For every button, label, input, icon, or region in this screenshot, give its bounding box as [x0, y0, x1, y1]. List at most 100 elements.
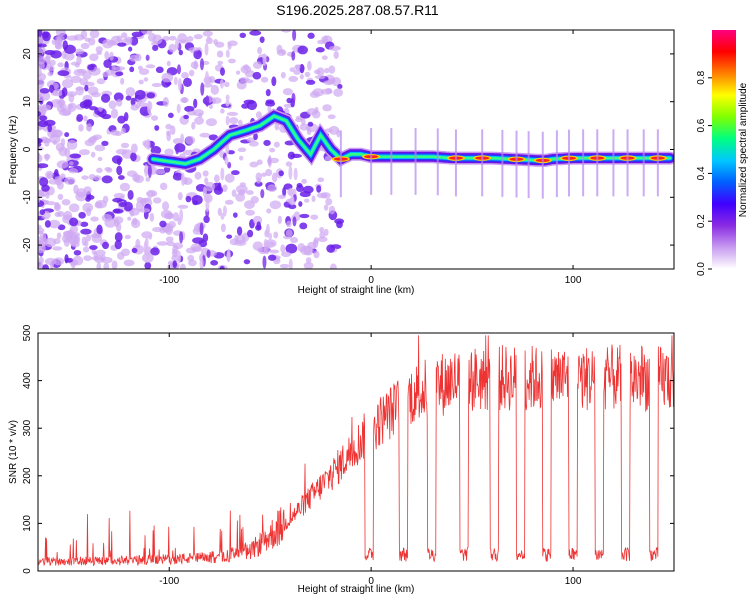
spectrogram-noise-blob — [113, 66, 126, 71]
spectrogram-noise-blob — [229, 238, 239, 246]
spectrogram-noise-blob — [183, 114, 189, 120]
spectrogram-noise-blob — [278, 170, 284, 177]
spectrogram-noise-blob — [109, 51, 114, 61]
spectrogram-noise-blob — [110, 35, 121, 46]
spectrogram-noise-blob — [69, 225, 79, 234]
spectrogram-streak — [225, 115, 230, 126]
spectrogram-streak — [177, 250, 182, 264]
spectrogram-noise-blob — [80, 221, 89, 227]
spectrogram-noise-blob — [82, 246, 90, 253]
spectrogram-noise-blob — [102, 71, 109, 78]
spectrogram-noise-blob — [238, 119, 243, 127]
spectrogram-noise-blob — [73, 184, 79, 195]
spectrogram-noise-blob — [116, 165, 123, 176]
spectrogram-noise-blob — [118, 202, 127, 208]
spectrogram-noise-blob — [304, 71, 311, 78]
spectrogram-noise-blob — [319, 231, 326, 239]
spectrogram-noise-blob — [249, 161, 259, 168]
spectrogram-noise-blob — [162, 201, 170, 211]
spectrogram-noise-blob — [39, 177, 49, 187]
spectrogram-noise-blob — [68, 203, 80, 213]
spectrogram-noise-blob — [193, 33, 203, 40]
snr-ytick-label: 200 — [22, 467, 33, 484]
spectrogram-noise-blob — [248, 140, 259, 147]
spectrogram-noise-blob — [89, 53, 99, 62]
spectrogram-noise-blob — [96, 224, 103, 235]
spectrogram-noise-blob — [112, 197, 123, 203]
spectrogram-streak — [144, 164, 149, 178]
spectrogram-noise-blob — [302, 185, 314, 194]
spectrogram-noise-blob — [286, 97, 293, 104]
spectrogram-noise-blob — [63, 210, 73, 221]
spectrogram-noise-blob — [241, 103, 249, 109]
spectrogram-noise-blob — [89, 245, 98, 250]
spectrogram-streak — [222, 205, 227, 217]
spectrogram-streak — [199, 222, 204, 236]
spectrogram-noise-blob — [96, 167, 103, 174]
snr-xtick-label: 100 — [565, 576, 582, 587]
spectrogram-streak — [225, 94, 230, 101]
spectrogram-noise-blob — [232, 212, 238, 218]
spectrogram-ytick-label: 0 — [22, 146, 33, 152]
spectrogram-streak — [147, 189, 152, 202]
spectrogram-noise-blob — [323, 80, 335, 86]
spectrogram-noise-blob — [312, 239, 319, 248]
colorbar-tick-label: 0.2 — [696, 214, 707, 228]
spectrogram-noise-blob — [180, 97, 189, 103]
snr-ytick-label: 500 — [22, 324, 33, 341]
spectrogram-noise-blob — [314, 74, 326, 80]
spectrogram-noise-blob — [131, 31, 144, 38]
spectrogram-noise-blob — [304, 198, 310, 203]
spectrogram-streak — [288, 165, 293, 180]
spectrogram-noise-blob — [119, 182, 131, 192]
spectrogram-noise-blob — [95, 46, 103, 53]
spectrogram-noise-blob — [208, 104, 214, 110]
spectrogram-noise-blob — [38, 137, 43, 144]
spectrogram-streak — [173, 76, 178, 86]
snr-xlabel: Height of straight line (km) — [298, 584, 415, 595]
spectrogram-streak — [226, 251, 231, 262]
spectrogram-noise-blob — [271, 172, 278, 183]
colorbar-scale — [712, 30, 736, 269]
spectrogram-noise-blob — [152, 227, 163, 233]
spectrogram-noise-blob — [243, 99, 255, 105]
spectrogram-noise-blob — [337, 84, 343, 89]
spectrogram-noise-blob — [108, 100, 117, 110]
spectrogram-streak — [145, 139, 150, 148]
spectrogram-noise-blob — [224, 173, 235, 183]
spectrogram-noise-blob — [64, 132, 70, 138]
spectrogram-streak — [174, 38, 179, 50]
snr-ytick-label: 100 — [22, 515, 33, 532]
spectrogram-noise-blob — [111, 260, 118, 269]
spectrogram-streak — [219, 79, 224, 89]
spectrogram-streak — [263, 238, 268, 247]
spectrogram-noise-blob — [38, 163, 49, 169]
spectrogram-noise-blob — [42, 31, 51, 42]
spectrogram-noise-blob — [129, 54, 140, 62]
spectrogram-noise-blob — [294, 64, 301, 70]
spectrogram-noise-blob — [307, 121, 314, 127]
spectrogram-noise-blob — [86, 123, 93, 132]
spectrogram-noise-blob — [290, 153, 302, 158]
spectrogram-noise-blob — [323, 204, 329, 211]
spectrogram-noise-blob — [187, 259, 197, 267]
spectrogram-noise-blob — [143, 77, 149, 82]
spectrogram-noise-blob — [69, 153, 82, 159]
spectrogram-noise-blob — [296, 184, 305, 193]
spectrogram-noise-blob — [58, 98, 65, 108]
spectrogram-streak — [290, 195, 295, 205]
colorbar-label: Normalized spectral amplitude — [738, 82, 749, 217]
spectrogram-noise-blob — [170, 125, 176, 135]
spectrogram-noise-blob — [111, 64, 116, 75]
spectrogram-noise-blob — [113, 216, 124, 224]
spectrogram-noise-blob — [297, 243, 306, 252]
spectrogram-noise-blob — [124, 234, 131, 240]
spectrogram-noise-blob — [44, 153, 50, 162]
spectrogram-noise-blob — [57, 62, 64, 68]
spectrogram-streak — [288, 188, 293, 197]
spectrogram-noise-blob — [140, 30, 153, 35]
spectrogram-noise-blob — [307, 32, 315, 39]
snr-frame — [37, 332, 675, 572]
spectrogram-noise-blob — [39, 209, 46, 215]
